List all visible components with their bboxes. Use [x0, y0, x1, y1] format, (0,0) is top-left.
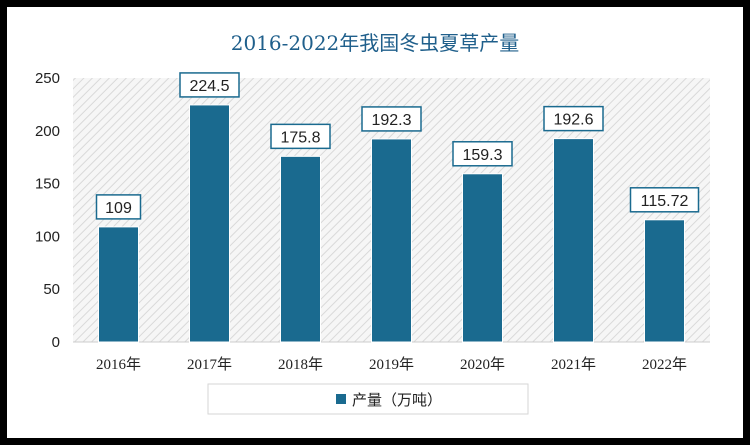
bar: [98, 226, 139, 343]
data-label: 115.72: [641, 193, 689, 210]
data-label: 159.3: [462, 147, 502, 164]
bar: [553, 138, 594, 343]
y-tick-label: 100: [35, 228, 60, 245]
bar: [644, 219, 685, 343]
legend-swatch: [336, 394, 346, 404]
chart-title: 2016-2022年我国冬虫夏草产量: [231, 31, 520, 55]
bar: [462, 173, 503, 343]
y-axis: 0 50 100 150 200 250: [35, 70, 60, 351]
bar: [280, 155, 321, 343]
data-labels: 109 224.5 175.8 192.3 159.3 192.6 115.72: [95, 72, 700, 220]
data-label-box: [361, 106, 422, 132]
x-tick-label: 2016年: [96, 356, 141, 373]
legend-label: 产量（万吨）: [352, 391, 442, 409]
data-label-box: [452, 141, 513, 167]
data-label-box: [629, 187, 700, 213]
legend: 产量（万吨）: [207, 383, 529, 415]
data-label: 192.6: [553, 112, 593, 129]
data-label: 192.3: [371, 112, 411, 129]
data-label-box: [179, 72, 240, 98]
x-tick-label: 2021年: [551, 356, 596, 373]
data-label-box: [95, 194, 142, 220]
bar: [189, 104, 230, 343]
data-label: 224.5: [189, 78, 229, 95]
x-tick-label: 2017年: [187, 356, 232, 373]
data-label: 109: [105, 200, 132, 217]
bar: [371, 138, 412, 343]
legend-box: [207, 383, 529, 415]
data-label-box: [270, 123, 331, 150]
y-tick-label: 250: [35, 70, 60, 87]
x-tick-label: 2022年: [642, 356, 687, 373]
data-label: 175.8: [280, 129, 320, 146]
y-tick-label: 200: [35, 123, 60, 140]
x-tick-label: 2019年: [369, 356, 414, 373]
y-tick-label: 50: [43, 281, 60, 298]
x-tick-label: 2018年: [278, 356, 323, 373]
x-tick-label: 2020年: [460, 356, 505, 373]
x-axis: 2016年 2017年 2018年 2019年 2020年 2021年 2022年: [96, 356, 687, 373]
bar-series: [98, 104, 685, 343]
data-label-box: [543, 105, 604, 132]
y-tick-label: 150: [35, 176, 60, 193]
y-tick-label: 0: [52, 334, 60, 351]
